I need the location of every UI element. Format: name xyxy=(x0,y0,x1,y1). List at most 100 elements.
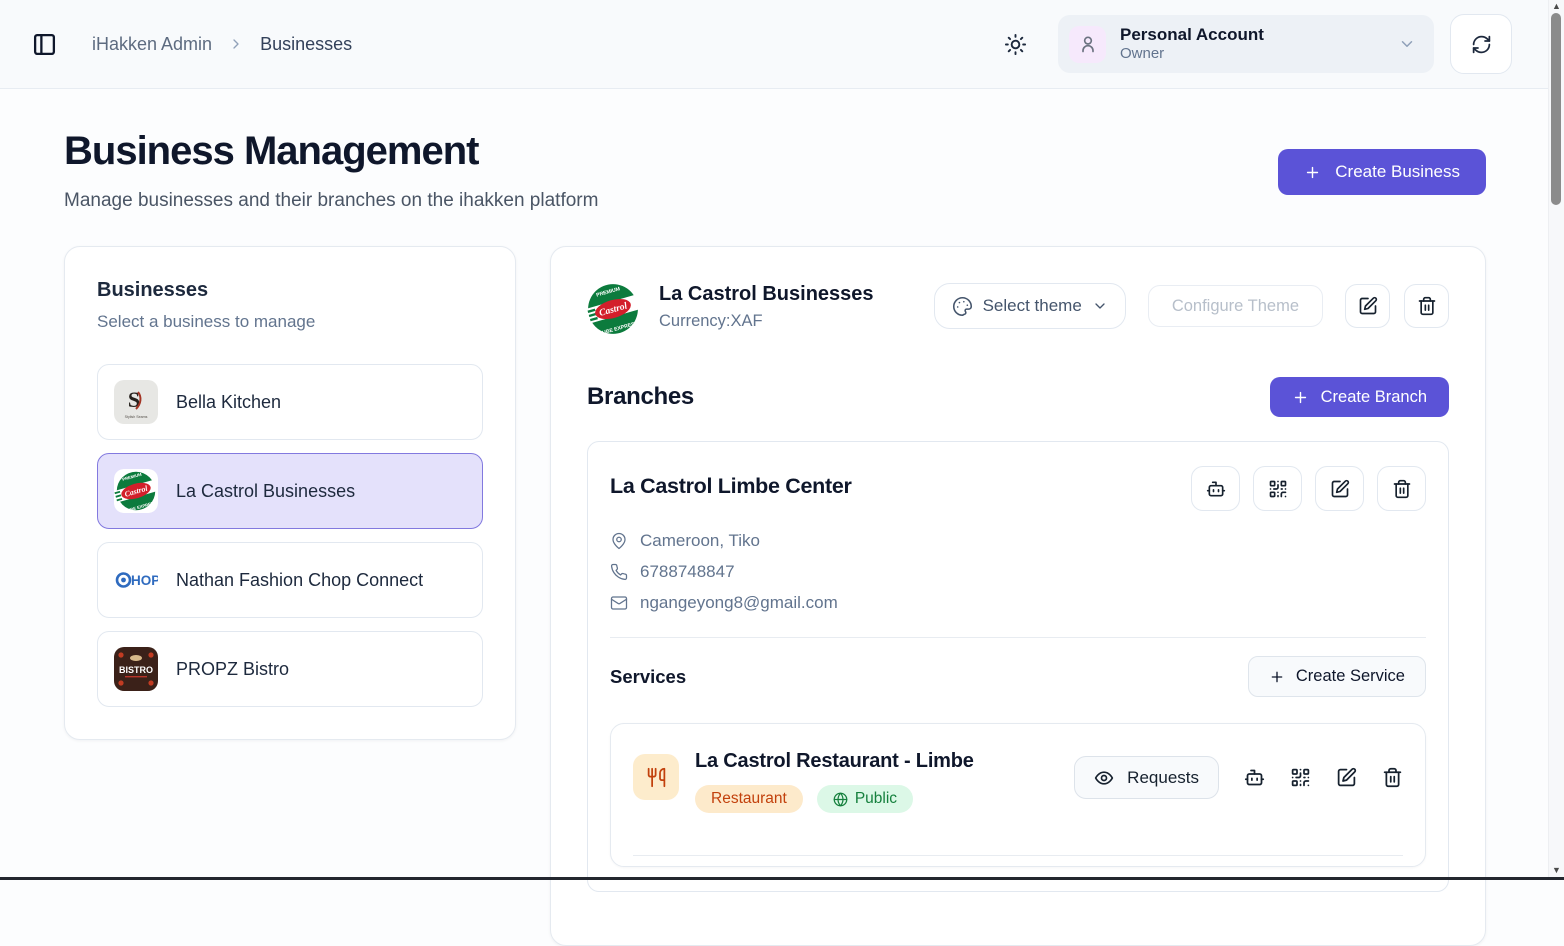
chevron-down-icon xyxy=(1095,303,1105,309)
divider xyxy=(633,855,1403,856)
eye-icon xyxy=(1095,770,1114,785)
select-theme-button[interactable]: Select theme xyxy=(933,283,1126,329)
svg-text:PREMIUM: PREMIUM xyxy=(122,472,143,482)
mail-icon xyxy=(610,596,628,610)
qr-code-icon xyxy=(1269,480,1286,497)
edit-icon xyxy=(1331,479,1349,497)
scrollbar-down-arrow[interactable]: ▼ xyxy=(1549,864,1564,876)
business-item-label: PROPZ Bistro xyxy=(176,658,290,679)
business-item-propz-bistro[interactable]: BISTRO PROPZ Bistro xyxy=(97,631,483,707)
plus-icon xyxy=(1307,166,1319,178)
chevron-down-icon xyxy=(1398,35,1416,53)
breadcrumb-page: Businesses xyxy=(260,33,353,54)
create-business-button[interactable]: Create Business xyxy=(1278,149,1486,195)
business-item-nathan-fashion[interactable]: HOP Nathan Fashion Chop Connect xyxy=(97,542,483,618)
service-visibility-badge: Public xyxy=(816,785,914,813)
la-castrol-logo: Castrol PREMIUM LUBE EXPRESS xyxy=(114,469,158,513)
service-qr-code-button[interactable] xyxy=(1290,767,1311,788)
page-subtitle: Manage businesses and their branches on … xyxy=(64,190,599,211)
breadcrumb: iHakken Admin Businesses xyxy=(92,34,352,55)
business-item-label: Bella Kitchen xyxy=(176,391,282,412)
svg-text:BISTRO: BISTRO xyxy=(119,665,153,675)
businesses-panel-title: Businesses xyxy=(97,279,209,301)
user-icon xyxy=(1081,36,1094,53)
edit-icon xyxy=(1359,296,1377,315)
branch-delete-button[interactable] xyxy=(1377,466,1426,511)
trash-icon xyxy=(1418,296,1435,316)
refresh-icon xyxy=(1472,35,1490,53)
palette-icon xyxy=(952,296,972,316)
create-branch-button[interactable]: Create Branch xyxy=(1269,377,1449,417)
globe-icon xyxy=(833,792,848,806)
service-edit-button[interactable] xyxy=(1336,767,1357,788)
la-castrol-logo: Castrol PREMIUM LUBE EXPRESS xyxy=(587,283,639,335)
branch-location: Cameroon, Tiko xyxy=(610,531,1426,551)
business-currency: Currency:XAF xyxy=(659,312,763,330)
business-detail-panel: Castrol PREMIUM LUBE EXPRESS La Castrol … xyxy=(550,246,1486,946)
service-delete-button[interactable] xyxy=(1382,767,1403,788)
utensils-icon xyxy=(647,767,665,787)
branch-edit-button[interactable] xyxy=(1315,466,1364,511)
topbar: iHakken Admin Businesses Personal Accoun… xyxy=(0,0,1564,89)
bot-icon xyxy=(1206,481,1225,496)
scrollbar-up-arrow[interactable]: ▲ xyxy=(1549,0,1564,12)
business-detail-name: La Castrol Businesses xyxy=(659,283,874,305)
svg-text:HOP: HOP xyxy=(131,573,158,588)
propz-bistro-logo: BISTRO xyxy=(114,647,158,691)
branch-name: La Castrol Limbe Center xyxy=(610,474,852,498)
create-service-button[interactable]: Create Service xyxy=(1247,656,1426,697)
trash-icon xyxy=(1393,479,1410,498)
business-item-la-castrol[interactable]: Castrol PREMIUM LUBE EXPRESS La Castrol … xyxy=(97,453,483,529)
branch-qr-code-button[interactable] xyxy=(1253,466,1302,511)
map-pin-icon xyxy=(612,532,626,550)
avatar xyxy=(1069,25,1106,63)
edit-business-button[interactable] xyxy=(1345,284,1390,328)
plus-icon xyxy=(1294,391,1306,403)
breadcrumb-app[interactable]: iHakken Admin xyxy=(92,33,213,54)
configure-theme-button[interactable]: Configure Theme xyxy=(1147,285,1323,327)
service-bot-button[interactable] xyxy=(1244,767,1265,788)
main-content: Business Management Manage businesses an… xyxy=(0,89,1564,946)
service-name: La Castrol Restaurant - Limbe xyxy=(695,750,974,772)
branch-bot-button[interactable] xyxy=(1191,466,1240,511)
restaurant-service-icon xyxy=(633,754,679,800)
business-list: S Stylish Seams Bella Kitchen xyxy=(97,364,483,707)
page-title: Business Management xyxy=(64,129,479,173)
account-menu[interactable]: Personal Account Owner xyxy=(1058,15,1434,73)
business-item-label: Nathan Fashion Chop Connect xyxy=(176,569,424,590)
account-name: Personal Account xyxy=(1120,25,1264,44)
svg-text:Stylish Seams: Stylish Seams xyxy=(125,415,148,419)
plus-icon xyxy=(1271,671,1283,682)
chop-connect-logo: HOP xyxy=(114,558,158,602)
vertical-scrollbar[interactable]: ▲ ▼ xyxy=(1548,0,1564,880)
account-role: Owner xyxy=(1120,45,1165,63)
svg-text:S: S xyxy=(128,387,140,412)
phone-icon xyxy=(610,563,628,581)
sun-icon xyxy=(1004,33,1026,55)
services-title: Services xyxy=(610,665,687,687)
chevron-right-icon xyxy=(228,36,244,52)
branches-title: Branches xyxy=(587,383,694,410)
branch-email: ngangeyong8@gmail.com xyxy=(610,593,1426,613)
service-requests-button[interactable]: Requests xyxy=(1074,756,1219,799)
branch-phone: 6788748847 xyxy=(610,562,1426,582)
bot-icon xyxy=(1244,769,1265,786)
businesses-panel: Businesses Select a business to manage S… xyxy=(64,246,516,740)
theme-toggle-button[interactable] xyxy=(994,23,1036,65)
viewport-bottom-edge xyxy=(0,877,1564,880)
scrollbar-thumb[interactable] xyxy=(1551,13,1561,205)
delete-business-button[interactable] xyxy=(1404,284,1449,328)
divider xyxy=(610,637,1426,638)
service-card: La Castrol Restaurant - Limbe Restaurant… xyxy=(610,723,1426,867)
edit-icon xyxy=(1337,767,1357,787)
bella-kitchen-logo: S Stylish Seams xyxy=(114,380,158,424)
business-item-bella-kitchen[interactable]: S Stylish Seams Bella Kitchen xyxy=(97,364,483,440)
businesses-panel-subtitle: Select a business to manage xyxy=(97,312,316,331)
qr-code-icon xyxy=(1291,768,1310,787)
refresh-button[interactable] xyxy=(1450,14,1512,74)
panel-left-icon xyxy=(33,33,55,55)
trash-icon xyxy=(1383,767,1402,788)
sidebar-toggle-button[interactable] xyxy=(24,24,64,64)
branch-card: La Castrol Limbe Center xyxy=(587,441,1449,892)
business-item-label: La Castrol Businesses xyxy=(176,480,356,501)
